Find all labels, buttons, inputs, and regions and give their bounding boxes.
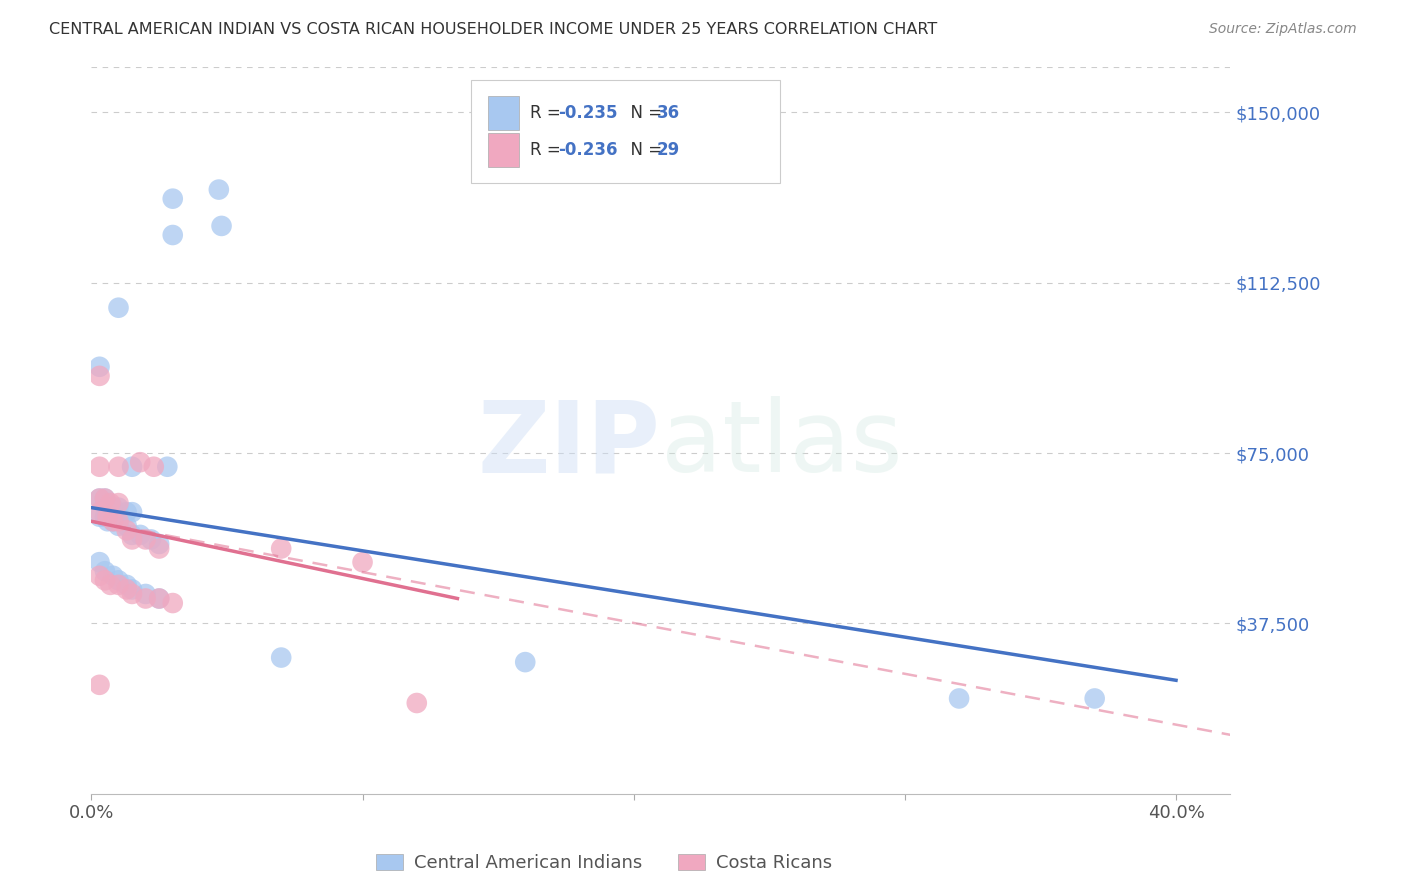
Point: [148, 537, 170, 551]
Point: [115, 518, 138, 533]
Legend: Central American Indians, Costa Ricans: Central American Indians, Costa Ricans: [368, 847, 839, 880]
Point: [97, 509, 120, 524]
Text: ZIP: ZIP: [478, 396, 661, 493]
Point: [89, 678, 111, 692]
Point: [89, 505, 111, 519]
Point: [121, 533, 143, 547]
Point: [101, 514, 124, 528]
Point: [89, 459, 111, 474]
Point: [89, 491, 111, 506]
Point: [107, 518, 129, 533]
Point: [101, 569, 124, 583]
Point: [208, 183, 231, 197]
Point: [1084, 691, 1107, 706]
Point: [98, 578, 121, 592]
Point: [405, 696, 427, 710]
Point: [121, 505, 143, 519]
Point: [89, 359, 111, 374]
Point: [135, 587, 157, 601]
Point: [115, 578, 138, 592]
Text: CENTRAL AMERICAN INDIAN VS COSTA RICAN HOUSEHOLDER INCOME UNDER 25 YEARS CORRELA: CENTRAL AMERICAN INDIAN VS COSTA RICAN H…: [49, 22, 938, 37]
Point: [101, 514, 124, 528]
Point: [89, 509, 111, 524]
Point: [121, 528, 143, 542]
Point: [142, 459, 165, 474]
Text: N =: N =: [620, 104, 668, 122]
Point: [211, 219, 233, 233]
Point: [107, 496, 129, 510]
Point: [107, 514, 129, 528]
Point: [162, 227, 184, 242]
Text: -0.235: -0.235: [558, 104, 617, 122]
Point: [148, 591, 170, 606]
Point: [515, 655, 537, 669]
Point: [270, 541, 292, 556]
Point: [94, 491, 117, 506]
Point: [107, 574, 129, 588]
Point: [89, 555, 111, 569]
Point: [94, 564, 117, 578]
Point: [121, 587, 143, 601]
Point: [94, 491, 117, 506]
Point: [121, 459, 143, 474]
Text: atlas: atlas: [661, 396, 903, 493]
Point: [135, 591, 157, 606]
Point: [94, 574, 117, 588]
Point: [129, 528, 152, 542]
Point: [107, 578, 129, 592]
Point: [107, 500, 129, 515]
Text: 29: 29: [657, 141, 681, 159]
Point: [89, 368, 111, 383]
Point: [162, 192, 184, 206]
Point: [89, 491, 111, 506]
Point: [135, 533, 157, 547]
Point: [115, 505, 138, 519]
Text: 36: 36: [657, 104, 679, 122]
Text: Source: ZipAtlas.com: Source: ZipAtlas.com: [1209, 22, 1357, 37]
Point: [270, 650, 292, 665]
Point: [89, 569, 111, 583]
Text: -0.236: -0.236: [558, 141, 617, 159]
Point: [97, 514, 120, 528]
Point: [101, 500, 124, 515]
Text: R =: R =: [530, 104, 567, 122]
Point: [107, 459, 129, 474]
Point: [97, 496, 120, 510]
Point: [115, 524, 138, 538]
Point: [948, 691, 970, 706]
Text: N =: N =: [620, 141, 668, 159]
Point: [121, 582, 143, 597]
Point: [148, 541, 170, 556]
Point: [148, 591, 170, 606]
Point: [107, 301, 129, 315]
Point: [129, 455, 152, 469]
Point: [156, 459, 179, 474]
Point: [94, 509, 117, 524]
Text: R =: R =: [530, 141, 567, 159]
Point: [115, 582, 138, 597]
Point: [352, 555, 374, 569]
Point: [162, 596, 184, 610]
Point: [98, 496, 121, 510]
Point: [139, 533, 162, 547]
